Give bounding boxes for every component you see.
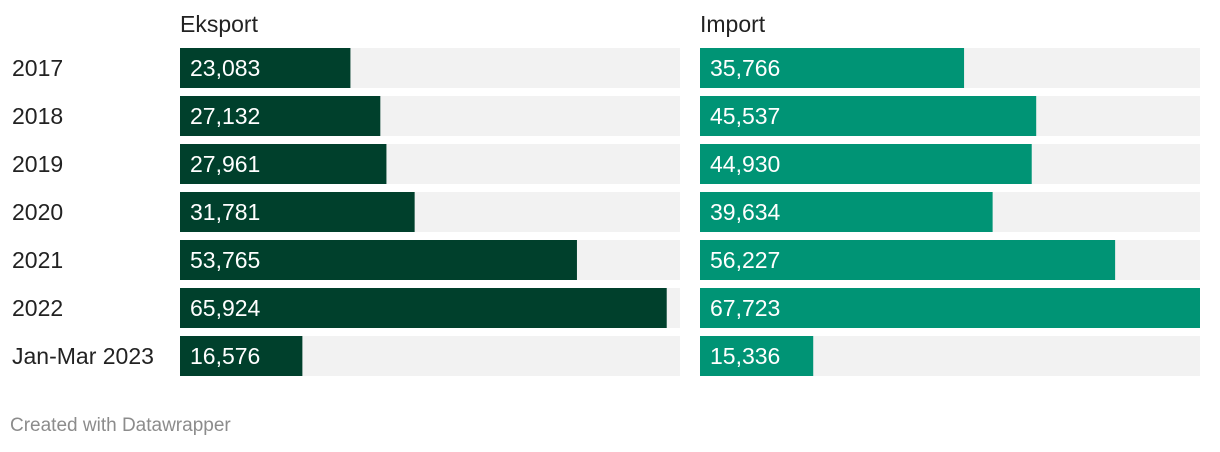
bar [700, 192, 993, 232]
row-label: 2019 [12, 151, 63, 177]
bar-value-label: 23,083 [190, 55, 260, 81]
bar-value-label: 56,227 [710, 247, 780, 273]
bar [700, 336, 814, 376]
row-label: 2021 [12, 247, 63, 273]
bar [180, 240, 577, 280]
row-label: 2020 [12, 199, 63, 225]
bar-value-label: 45,537 [710, 103, 780, 129]
bar-value-label: 35,766 [710, 55, 780, 81]
bar [700, 240, 1116, 280]
bar-value-label: 27,132 [190, 103, 260, 129]
row-label: 2017 [12, 55, 63, 81]
panel-title: Eksport [180, 11, 259, 37]
bar [180, 48, 351, 88]
bar [700, 144, 1032, 184]
bar [180, 336, 303, 376]
row-label: 2018 [12, 103, 63, 129]
row-label: Jan-Mar 2023 [12, 343, 154, 369]
bar-value-label: 53,765 [190, 247, 260, 273]
bar [700, 48, 965, 88]
bar [700, 96, 1037, 136]
row-label: 2022 [12, 295, 63, 321]
panel-title: Import [700, 11, 766, 37]
bar [180, 144, 387, 184]
bar-value-label: 67,723 [710, 295, 780, 321]
bar [700, 288, 1200, 328]
bar-value-label: 16,576 [190, 343, 260, 369]
bar [180, 96, 381, 136]
bar-value-label: 27,961 [190, 151, 260, 177]
bar-value-label: 31,781 [190, 199, 260, 225]
bar [180, 288, 667, 328]
footer-credit: Created with Datawrapper [10, 415, 231, 436]
bar-chart: 2017 2018 2019 2020 2021 2022 Jan-Mar 2023 Eksp… [12, 11, 1200, 376]
bar-value-label: 39,634 [710, 199, 781, 225]
bar-value-label: 65,924 [190, 295, 261, 321]
bar-value-label: 44,930 [710, 151, 780, 177]
bar [180, 192, 415, 232]
bar-value-label: 15,336 [710, 343, 780, 369]
